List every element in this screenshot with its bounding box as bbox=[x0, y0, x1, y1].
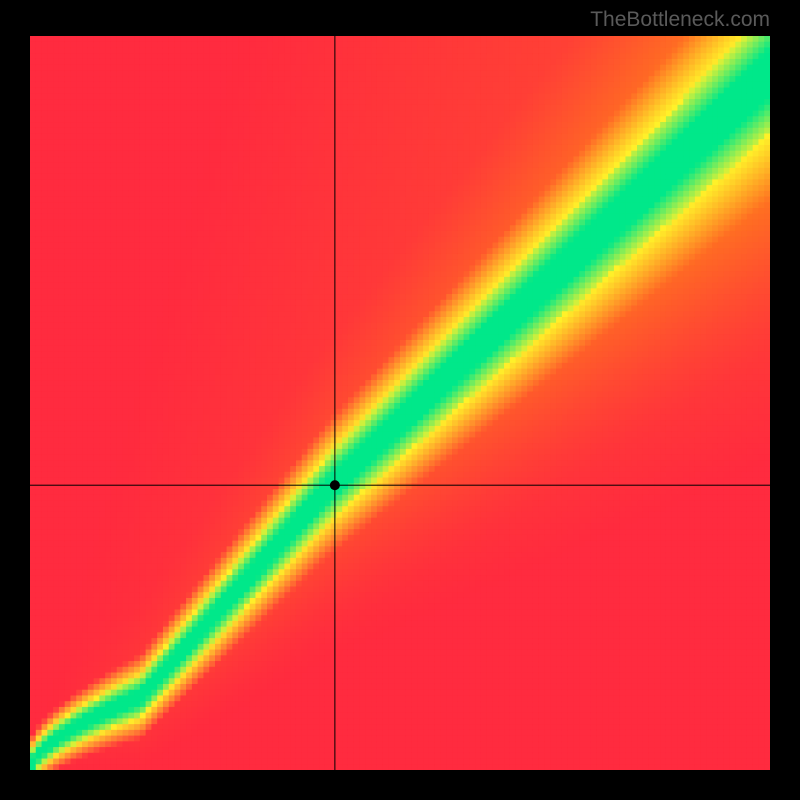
heatmap-canvas bbox=[30, 36, 770, 770]
plot-area bbox=[30, 36, 770, 770]
watermark-text: TheBottleneck.com bbox=[590, 8, 770, 32]
chart-container: TheBottleneck.com bbox=[0, 0, 800, 800]
